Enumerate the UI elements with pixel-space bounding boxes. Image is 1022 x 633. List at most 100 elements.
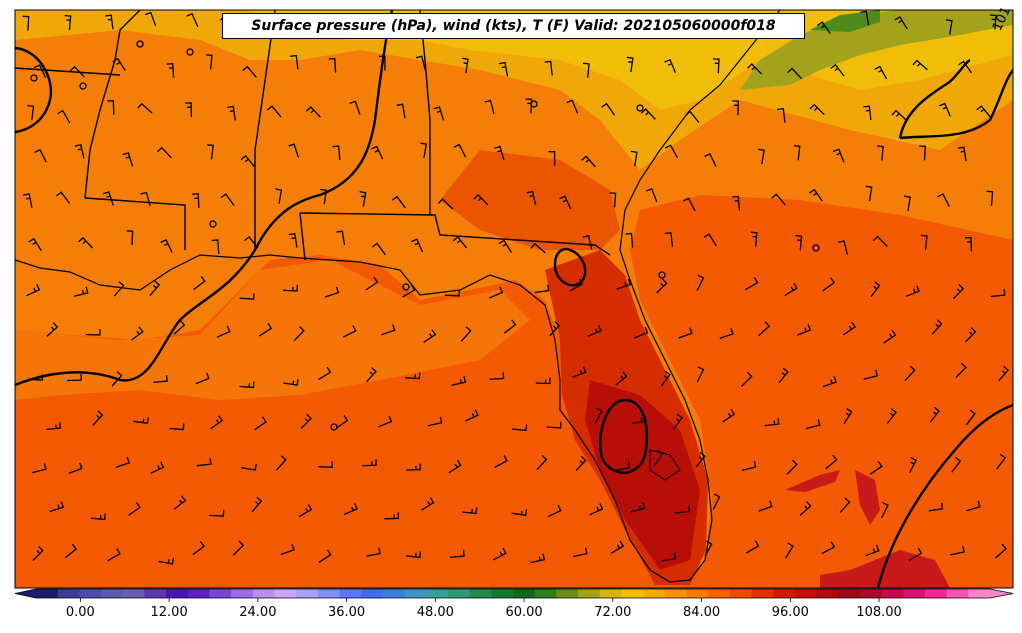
wind-barb bbox=[244, 235, 259, 249]
wind-barb bbox=[712, 58, 720, 74]
colorbar-tick-label: 60.00 bbox=[505, 605, 543, 620]
state-border bbox=[15, 67, 121, 76]
wind-barb bbox=[839, 497, 851, 513]
wind-barb bbox=[266, 105, 282, 118]
wind-barbs bbox=[22, 10, 1010, 565]
wind-barb bbox=[795, 234, 803, 251]
wind-barb bbox=[32, 545, 44, 561]
wind-barb bbox=[335, 415, 349, 429]
wind-barb bbox=[156, 146, 172, 159]
wind-barb bbox=[695, 451, 706, 468]
wind-barb bbox=[549, 321, 561, 337]
colorbar-swatch bbox=[296, 589, 319, 598]
wind-barb bbox=[166, 63, 175, 78]
wind-barb bbox=[128, 502, 141, 516]
wind-barb bbox=[986, 190, 994, 206]
wind-barb bbox=[957, 146, 967, 162]
wind-barb bbox=[575, 455, 587, 472]
wind-barb bbox=[210, 415, 224, 430]
wind-barb bbox=[113, 281, 125, 297]
colorbar-tick-label: 12.00 bbox=[150, 605, 188, 620]
colorbar-swatch bbox=[447, 589, 471, 598]
wind-barb bbox=[68, 462, 83, 474]
colorbar-swatch bbox=[968, 589, 991, 598]
wind-barb bbox=[365, 367, 377, 383]
wind-barb bbox=[283, 379, 299, 386]
wind-barb bbox=[631, 415, 647, 424]
wind-barb bbox=[955, 362, 967, 378]
colorbar-swatch bbox=[751, 589, 774, 598]
colorbar-swatch bbox=[36, 589, 59, 598]
wind-barb bbox=[809, 103, 825, 116]
wind-barb bbox=[216, 325, 231, 338]
wind-barb bbox=[548, 151, 556, 166]
wind-barb bbox=[883, 329, 897, 344]
state-border bbox=[84, 197, 186, 250]
station-circle bbox=[79, 82, 87, 90]
wind-barb bbox=[205, 54, 213, 70]
wind-barb bbox=[572, 366, 587, 378]
wind-barb bbox=[193, 275, 206, 291]
wind-barb bbox=[453, 143, 467, 158]
wind-barb bbox=[232, 540, 245, 556]
isobar bbox=[553, 247, 587, 287]
wind-barb bbox=[298, 504, 313, 518]
wind-barb bbox=[609, 192, 617, 208]
wind-barb bbox=[107, 100, 115, 115]
wind-barb bbox=[320, 188, 328, 205]
wind-barb bbox=[362, 459, 377, 467]
wind-barb bbox=[958, 60, 973, 74]
wind-barb bbox=[196, 458, 212, 467]
wind-barb bbox=[536, 454, 548, 471]
wind-barb bbox=[275, 455, 287, 471]
wind-barb bbox=[937, 193, 950, 207]
wind-barb bbox=[158, 557, 175, 565]
wind-barb bbox=[793, 145, 801, 161]
wind-barb bbox=[673, 413, 683, 430]
wind-barb bbox=[837, 240, 849, 255]
wind-barb bbox=[573, 547, 588, 558]
wind-barb bbox=[511, 509, 528, 517]
wind-barb bbox=[131, 326, 144, 341]
wind-barb bbox=[964, 236, 973, 252]
wind-barb bbox=[451, 376, 467, 386]
wind-barb bbox=[939, 102, 951, 117]
wind-barb bbox=[805, 419, 821, 430]
northeast-green-area bbox=[810, 10, 880, 32]
colorbar-swatch bbox=[404, 589, 427, 598]
wind-barb bbox=[349, 100, 361, 115]
wind-barb bbox=[965, 409, 976, 426]
wind-barb bbox=[843, 321, 856, 336]
wind-barb bbox=[57, 109, 71, 124]
wind-barb bbox=[85, 328, 101, 336]
wind-barb bbox=[32, 463, 47, 474]
wind-barb bbox=[664, 144, 678, 158]
wind-barb bbox=[69, 65, 85, 78]
colorbar-swatch bbox=[621, 589, 644, 598]
wind-barb bbox=[185, 102, 193, 117]
wind-barb bbox=[241, 463, 257, 471]
wind-barb bbox=[378, 415, 393, 428]
wind-barb bbox=[912, 59, 928, 71]
colorbar-swatch bbox=[773, 589, 796, 598]
wind-barb bbox=[73, 286, 89, 297]
wind-barb bbox=[569, 278, 584, 292]
wind-barb bbox=[150, 461, 165, 474]
wind-barb bbox=[719, 327, 734, 340]
wind-barb bbox=[821, 541, 835, 555]
wind-barb bbox=[732, 195, 741, 211]
wind-barb bbox=[195, 372, 210, 385]
wind-barb bbox=[945, 19, 953, 35]
wind-barb bbox=[421, 497, 435, 511]
northeast-cool-area bbox=[740, 10, 1013, 90]
wind-barb bbox=[111, 371, 123, 387]
wind-barb bbox=[758, 321, 771, 337]
wind-barb bbox=[615, 371, 628, 386]
wind-barb bbox=[863, 369, 879, 380]
wind-barb bbox=[919, 145, 926, 161]
wind-barb bbox=[799, 501, 812, 516]
wind-barb bbox=[144, 11, 157, 27]
state-border bbox=[299, 212, 306, 261]
wind-barb bbox=[664, 232, 674, 247]
